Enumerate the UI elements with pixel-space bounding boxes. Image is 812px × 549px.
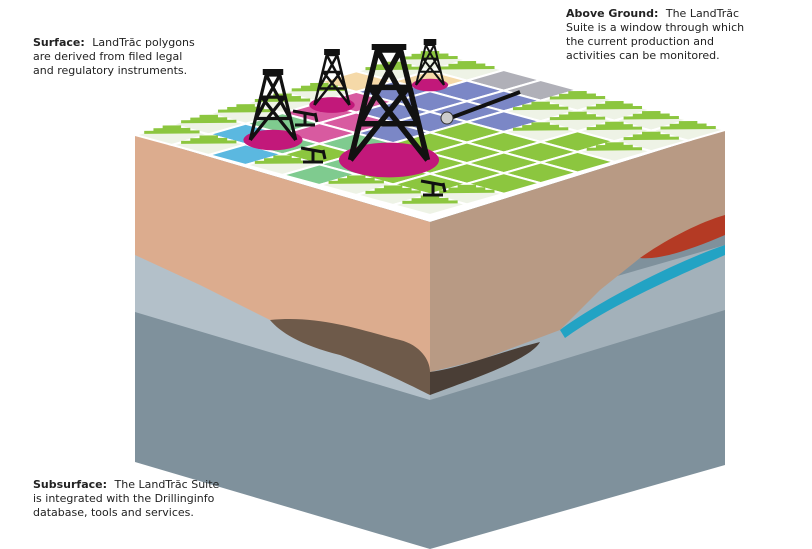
left-top-layer: [135, 135, 430, 372]
rig-base: [243, 129, 303, 151]
blue-deposit: [560, 245, 725, 338]
caption-line: and regulatory instruments.: [33, 64, 187, 77]
right-top-layer: [430, 130, 725, 372]
red-deposit: [640, 215, 725, 259]
pipeline: [444, 90, 521, 122]
caption-label: Surface:: [33, 36, 85, 49]
surface-caption: Surface: LandTrăc polygons are derived f…: [33, 36, 198, 77]
caption-line: are derived from filed legal: [33, 50, 182, 63]
above-ground-caption: Above Ground: The LandTrăc Suite is a wi…: [566, 7, 748, 62]
caption-line: the current production and: [566, 35, 714, 48]
caption-line: activities can be monitored.: [566, 49, 720, 62]
tank: [440, 111, 454, 125]
pumpjack: [292, 109, 319, 127]
caption-label: Subsurface:: [33, 478, 107, 491]
right-dark-dip: [430, 342, 540, 395]
derrick-top: [423, 39, 437, 45]
caption-line: is integrated with the Drillinginfo: [33, 492, 215, 505]
rig-base: [411, 78, 449, 92]
derrick-top: [324, 49, 340, 55]
pumpjack: [420, 179, 447, 197]
caption-line: The LandTrăc Suite: [114, 478, 220, 491]
left-dark-dip: [270, 319, 430, 395]
pumpjack: [300, 146, 327, 164]
rig-base: [338, 142, 440, 178]
rigs: [243, 39, 521, 197]
rig-base: [309, 97, 355, 113]
caption-line: Suite is a window through which: [566, 21, 744, 34]
caption-label: Above Ground:: [566, 7, 658, 20]
caption-line: database, tools and services.: [33, 506, 194, 519]
caption-line: The LandTrăc: [665, 7, 739, 20]
caption-line: LandTrăc polygons: [92, 36, 195, 49]
derrick-top: [262, 69, 284, 75]
subsurface-caption: Subsurface: The LandTrăc Suite is integr…: [33, 478, 223, 519]
derrick-top: [371, 44, 407, 50]
